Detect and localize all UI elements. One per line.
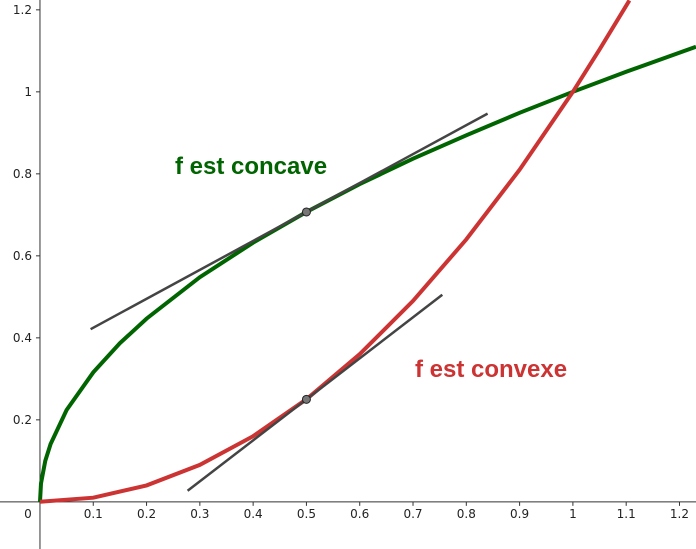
x-tick-label: 1.1: [617, 507, 636, 521]
curve: [39, 0, 632, 504]
x-tick-label: 0.1: [84, 507, 103, 521]
y-tick-label: 1.2: [13, 3, 32, 17]
curve: [186, 293, 444, 492]
curve: [90, 112, 489, 331]
x-tick-label: 0.6: [350, 507, 369, 521]
x-tick-label: 1: [569, 507, 577, 521]
point: [301, 394, 311, 404]
x-tick-label: 0.8: [457, 507, 476, 521]
y-tick-label: 1: [24, 85, 32, 99]
x-tick-label: 0.3: [190, 507, 209, 521]
y-tick-label: 0.6: [13, 249, 32, 263]
curve: [38, 44, 696, 502]
point: [301, 207, 311, 217]
x-tick-label: 0.7: [403, 507, 422, 521]
annotation: f est concave: [175, 153, 327, 180]
x-tick-label: 1.2: [670, 507, 689, 521]
x-tick-label: 0: [24, 507, 32, 521]
x-tick-label: 0.2: [137, 507, 156, 521]
y-tick-label: 0.4: [13, 331, 32, 345]
x-tick-label: 0.9: [510, 507, 529, 521]
annotation: f est convexe: [415, 356, 567, 383]
x-tick-label: 0.4: [244, 507, 263, 521]
x-tick-label: 0.5: [297, 507, 316, 521]
y-tick-label: 0.8: [13, 167, 32, 181]
y-tick-label: 0.2: [13, 413, 32, 427]
